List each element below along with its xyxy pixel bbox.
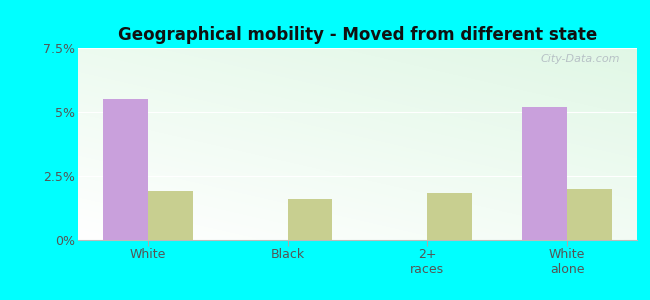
Bar: [523, 107, 567, 240]
Text: City-Data.com: City-Data.com: [541, 54, 620, 64]
Bar: [287, 199, 332, 240]
Bar: [567, 189, 612, 240]
Title: Geographical mobility - Moved from different state: Geographical mobility - Moved from diffe…: [118, 26, 597, 44]
Bar: [148, 191, 192, 240]
Bar: [103, 99, 148, 240]
Bar: [428, 193, 472, 240]
